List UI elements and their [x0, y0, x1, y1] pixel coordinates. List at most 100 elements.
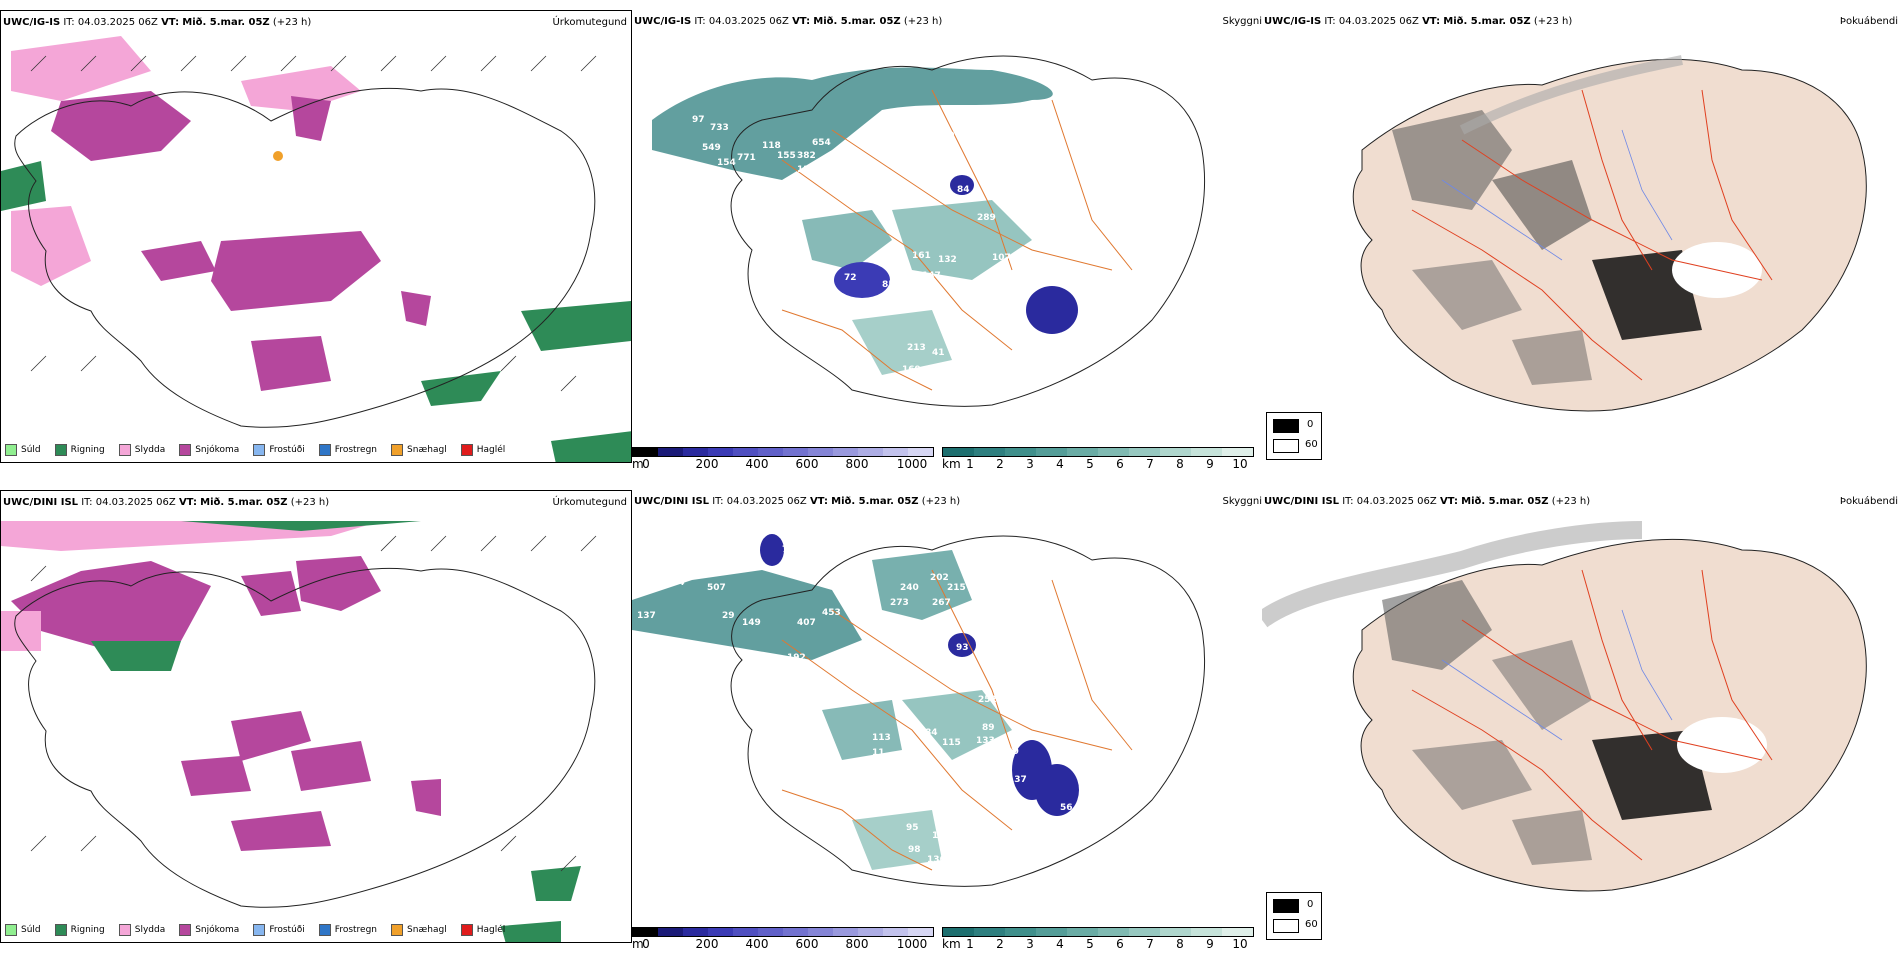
ceiling-label: 49: [1057, 335, 1070, 345]
scale-swatch: [1129, 448, 1160, 456]
legend-item: Slydda: [118, 444, 165, 456]
scale-tick: 200: [695, 457, 719, 471]
visibility-colorbar: km 1 2 3 4 5 6 7 8 9 10: [942, 927, 1257, 951]
panel-title: Þokuábendi: [1839, 496, 1898, 507]
ceiling-label: 100: [1000, 747, 1019, 757]
scale-swatch: [1160, 448, 1191, 456]
iceland-outline: [14, 567, 596, 908]
ceiling-label: 188: [906, 783, 925, 793]
ceiling-label: 107: [992, 253, 1011, 263]
precip-type-map: [1, 521, 597, 942]
scale-swatch: [733, 928, 758, 936]
ceiling-label: 137: [1008, 775, 1027, 785]
scale-swatch: [1098, 928, 1129, 936]
legend-item: Snæhagl: [391, 444, 447, 456]
ceiling-label: 192: [787, 653, 806, 663]
scale-tick: 8: [1176, 937, 1184, 951]
precip-type-map: [1, 36, 631, 462]
scale-swatch: [1129, 928, 1160, 936]
ceiling-label: 69: [752, 228, 765, 238]
fog-legend-white: [1273, 439, 1299, 453]
ceiling-label: 149: [742, 618, 761, 628]
ceiling-label: 133: [976, 736, 995, 746]
scale-unit: km: [942, 457, 961, 471]
ceiling-label: 289: [977, 213, 996, 223]
scale-swatch: [883, 448, 908, 456]
ceiling-label: 215: [947, 583, 966, 593]
scale-swatch: [808, 928, 833, 936]
scale-swatch: [658, 448, 683, 456]
cloud-base-scale: [632, 447, 934, 457]
ceiling-label: 81: [908, 865, 921, 875]
ceiling-label: 177: [777, 245, 796, 255]
scale-tick: 2: [996, 457, 1004, 471]
scale-swatch: [783, 928, 808, 936]
scale-swatch: [1036, 448, 1067, 456]
scale-tick: 2: [996, 937, 1004, 951]
ceiling-label: 93: [767, 515, 780, 525]
scale-swatch: [833, 928, 858, 936]
ceiling-labels: 93 77 74 507 137 29 149 453 407 192 240 …: [637, 515, 1073, 883]
ceiling-label: 109: [792, 183, 811, 193]
ceiling-label: 169: [902, 365, 921, 375]
ceiling-label: 771: [737, 153, 756, 163]
scale-tick: 200: [695, 937, 719, 951]
ceiling-label: 407: [797, 618, 816, 628]
scale-swatch: [974, 928, 1005, 936]
legend-item: Frostregn: [318, 444, 377, 456]
scale-swatch: [708, 928, 733, 936]
cloud-base-map: 97 733 549 154 771 118 155 382 654 128 1…: [652, 55, 1205, 407]
ceiling-label: 132: [938, 255, 957, 265]
scale-swatch: [858, 448, 883, 456]
precip-type-panel: UWC/DINI ISL IT: 04.03.2025 06Z VT: Mið.…: [0, 490, 632, 943]
fog-panel: UWC/IG-IS IT: 04.03.2025 06Z VT: Mið. 5.…: [1262, 10, 1900, 480]
ceiling-label: 136: [1012, 266, 1031, 276]
fog-legend-black: [1273, 419, 1299, 433]
precip-areas: [1, 36, 631, 462]
panel-header: UWC/DINI ISL IT: 04.03.2025 06Z VT: Mið.…: [634, 496, 961, 507]
legend-item: Snjókoma: [179, 924, 239, 936]
panel-title: Úrkomutegund: [552, 17, 627, 28]
ceiling-label: 382: [797, 151, 816, 161]
ceiling-label: 129: [832, 298, 851, 308]
scale-swatch: [1191, 928, 1222, 936]
cloud-base-scale: [632, 927, 934, 937]
scale-tick: 4: [1056, 457, 1064, 471]
panel-header: UWC/IG-IS IT: 04.03.2025 06Z VT: Mið. 5.…: [1264, 16, 1573, 27]
scale-tick: 0: [642, 937, 650, 951]
panel-header: UWC/IG-IS IT: 04.03.2025 06Z VT: Mið. 5.…: [634, 16, 943, 27]
ceiling-label: 155: [777, 151, 796, 161]
ceiling-label: 527: [964, 608, 983, 618]
wind-barbs: [30, 55, 597, 392]
scale-swatch: [908, 928, 933, 936]
ceiling-label: 11: [872, 748, 885, 758]
row-1: UWC/IG-IS IT: 04.03.2025 06Z VT: Mið. 5.…: [0, 10, 1900, 480]
scale-swatch: [1222, 448, 1253, 456]
legend-item: Snæhagl: [391, 924, 447, 936]
ceiling-label: 56: [1060, 803, 1073, 813]
scale-unit: km: [942, 937, 961, 951]
ceiling-label: 267: [932, 598, 951, 608]
fog-map: [1262, 521, 1867, 892]
ceiling-label: 72: [844, 273, 857, 283]
fog-map: [1352, 55, 1867, 412]
ceiling-label: 77: [782, 545, 795, 555]
ceiling-label: 147: [922, 271, 941, 281]
ceiling-label: 115: [942, 738, 961, 748]
legend-item: Frostregn: [318, 924, 377, 936]
ceiling-label: 67: [1042, 208, 1055, 218]
panel-header: UWC/DINI ISL IT: 04.03.2025 06Z VT: Mið.…: [1264, 496, 1591, 507]
ceiling-label: 74: [930, 391, 943, 401]
scale-swatch: [883, 928, 908, 936]
ceiling-label: 84: [957, 185, 970, 195]
fog-legend-black: [1273, 899, 1299, 913]
scale-swatch: [758, 928, 783, 936]
fog-panel: UWC/DINI ISL IT: 04.03.2025 06Z VT: Mið.…: [1262, 490, 1900, 960]
cloud-base-colorbar: m 0 200 400 600 800 1000: [632, 447, 942, 471]
ceiling-label: 97: [692, 115, 705, 125]
ceiling-label: 240: [900, 583, 919, 593]
scale-swatch: [633, 928, 658, 936]
scale-unit: m: [632, 457, 644, 471]
row-2: UWC/DINI ISL IT: 04.03.2025 06Z VT: Mið.…: [0, 490, 1900, 960]
visibility-scale: [942, 927, 1254, 937]
